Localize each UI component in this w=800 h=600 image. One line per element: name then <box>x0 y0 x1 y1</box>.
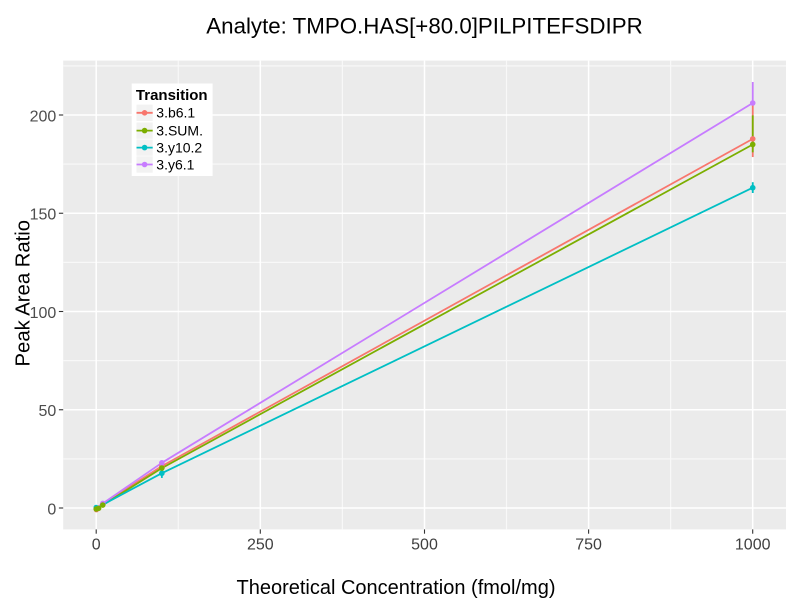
svg-text:100: 100 <box>30 305 57 322</box>
svg-text:500: 500 <box>411 536 438 553</box>
svg-text:3.y10.2: 3.y10.2 <box>156 139 202 155</box>
svg-text:Peak Area Ratio: Peak Area Ratio <box>13 220 35 367</box>
svg-text:250: 250 <box>247 536 274 553</box>
svg-text:50: 50 <box>39 403 57 420</box>
svg-text:0: 0 <box>47 501 56 518</box>
svg-text:Analyte: TMPO.HAS[+80.0]PILPIT: Analyte: TMPO.HAS[+80.0]PILPITEFSDIPR <box>206 14 642 39</box>
svg-text:150: 150 <box>30 207 57 224</box>
svg-text:3.y6.1: 3.y6.1 <box>156 156 194 172</box>
svg-text:Transition: Transition <box>136 87 208 104</box>
svg-text:Theoretical Concentration (fmo: Theoretical Concentration (fmol/mg) <box>236 577 555 599</box>
svg-text:3.SUM.: 3.SUM. <box>156 122 203 138</box>
svg-text:0: 0 <box>92 536 101 553</box>
svg-text:750: 750 <box>575 536 602 553</box>
svg-text:1000: 1000 <box>735 536 771 553</box>
svg-text:3.b6.1: 3.b6.1 <box>156 105 195 121</box>
svg-text:200: 200 <box>30 108 57 125</box>
